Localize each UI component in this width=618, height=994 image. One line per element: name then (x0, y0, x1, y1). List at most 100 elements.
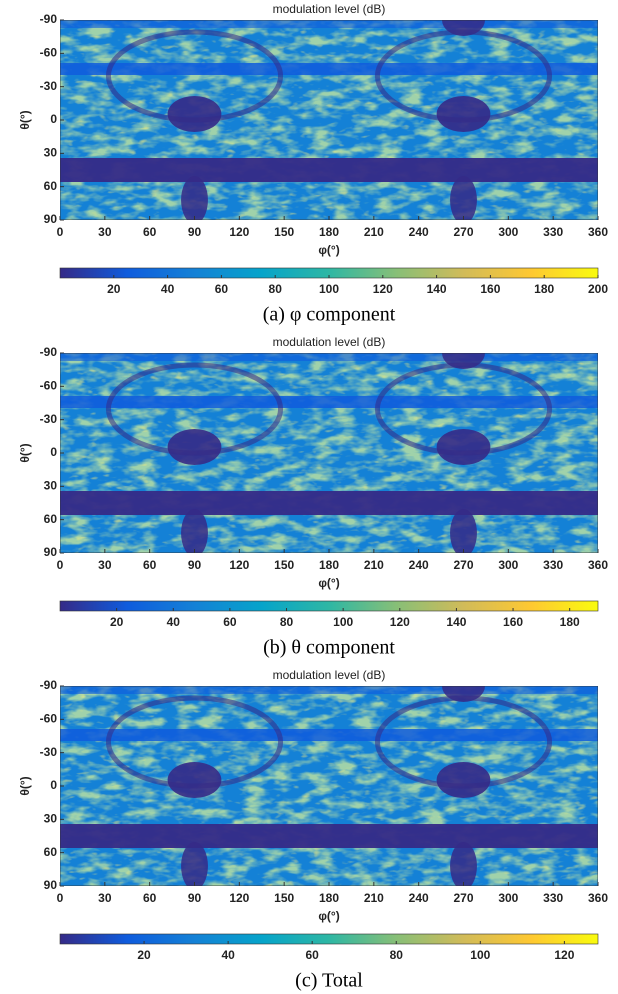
colorbar-tick-label: 120 (554, 948, 574, 962)
x-tick-label: 150 (274, 225, 294, 239)
x-tick-label: 270 (453, 891, 473, 905)
colorbar-tick-label: 160 (503, 615, 523, 629)
low-lobe (436, 96, 491, 132)
colorbar-tick-label: 100 (319, 282, 339, 296)
x-tick-label: 300 (498, 891, 518, 905)
x-tick-label: 90 (188, 891, 202, 905)
low-band (60, 729, 598, 741)
x-tick-label: 120 (229, 891, 249, 905)
y-tick-label: 60 (44, 845, 58, 859)
x-tick-label: 210 (364, 891, 384, 905)
colorbar (59, 600, 599, 612)
x-tick-label: 300 (498, 558, 518, 572)
colorbar-tick-label: 80 (269, 282, 283, 296)
x-tick-label: 60 (143, 225, 157, 239)
low-arc (105, 695, 284, 789)
y-tick-label: 90 (44, 878, 58, 892)
colorbar-tick-label: 100 (470, 948, 490, 962)
colorbar (59, 933, 599, 945)
x-tick-label: 120 (229, 558, 249, 572)
y-tick-label: 30 (44, 479, 58, 493)
low-lobe (441, 686, 486, 702)
colorbar-tick-label: 120 (390, 615, 410, 629)
heatmap-noise (60, 20, 598, 220)
x-tick-label: 270 (453, 225, 473, 239)
low-lobe (450, 176, 477, 220)
heatmap (60, 20, 598, 220)
x-tick-label: 30 (98, 891, 112, 905)
caption: (c) Total (295, 970, 363, 992)
x-tick-label: 330 (543, 558, 563, 572)
y-tick-label: 30 (44, 146, 58, 160)
x-tick-label: 240 (409, 891, 429, 905)
x-tick-label: 240 (409, 225, 429, 239)
x-tick-label: 330 (543, 891, 563, 905)
low-lobe (167, 96, 222, 132)
colorbar-tick-label: 120 (373, 282, 393, 296)
y-tick-label: 90 (44, 545, 58, 559)
x-tick-label: 60 (143, 558, 157, 572)
y-tick-label: -30 (40, 79, 58, 93)
y-axis-label: θ(°) (18, 776, 32, 795)
y-axis-label: θ(°) (18, 110, 32, 129)
x-tick-label: 90 (188, 558, 202, 572)
x-tick-label: 0 (57, 558, 64, 572)
chart-title: modulation level (dB) (273, 335, 386, 349)
low-arc (105, 362, 284, 456)
x-tick-label: 30 (98, 558, 112, 572)
x-tick-label: 180 (319, 558, 339, 572)
colorbar-tick-label: 60 (223, 615, 237, 629)
x-tick-label: 90 (188, 225, 202, 239)
y-tick-label: -60 (40, 379, 58, 393)
y-tick-label: 60 (44, 512, 58, 526)
low-lobe (167, 429, 222, 465)
caption: (a) φ component (263, 304, 396, 326)
x-tick-label: 210 (364, 558, 384, 572)
heatmap-noise (60, 353, 598, 553)
colorbar-tick-label: 40 (167, 615, 181, 629)
colorbar-tick-label: 100 (333, 615, 353, 629)
x-tick-label: 0 (57, 225, 64, 239)
colorbar-tick-label: 140 (446, 615, 466, 629)
colorbar-tick-label: 20 (110, 615, 124, 629)
heatmap-noise (60, 686, 598, 886)
x-tick-label: 360 (588, 558, 608, 572)
x-axis-label: φ(°) (318, 243, 339, 257)
low-band (60, 63, 598, 75)
x-tick-label: 30 (98, 225, 112, 239)
colorbar-tick-label: 20 (137, 948, 151, 962)
low-band (60, 20, 598, 28)
x-tick-label: 300 (498, 225, 518, 239)
low-band (60, 824, 598, 848)
x-tick-label: 360 (588, 891, 608, 905)
low-band (60, 396, 598, 408)
low-lobe (167, 762, 222, 798)
x-tick-label: 210 (364, 225, 384, 239)
y-tick-label: -90 (40, 12, 58, 26)
x-tick-label: 120 (229, 225, 249, 239)
y-tick-label: 30 (44, 812, 58, 826)
low-lobe (181, 842, 208, 886)
x-tick-label: 180 (319, 891, 339, 905)
low-arc (105, 29, 284, 123)
x-tick-label: 330 (543, 225, 563, 239)
y-tick-label: -60 (40, 46, 58, 60)
colorbar-tick-label: 60 (215, 282, 229, 296)
y-tick-label: 0 (50, 778, 57, 792)
x-tick-label: 180 (319, 225, 339, 239)
low-lobe (441, 353, 486, 369)
colorbar-tick-label: 160 (480, 282, 500, 296)
low-lobe (450, 842, 477, 886)
low-band (60, 353, 598, 361)
y-tick-label: 90 (44, 212, 58, 226)
colorbar-tick-label: 180 (534, 282, 554, 296)
colorbar-tick-label: 200 (588, 282, 608, 296)
x-tick-label: 150 (274, 558, 294, 572)
colorbar-tick-label: 180 (560, 615, 580, 629)
heatmap (60, 353, 598, 553)
colorbar-tick-label: 40 (221, 948, 235, 962)
x-tick-label: 60 (143, 891, 157, 905)
x-tick-label: 360 (588, 225, 608, 239)
colorbar-tick-label: 80 (280, 615, 294, 629)
colorbar-tick-label: 140 (427, 282, 447, 296)
